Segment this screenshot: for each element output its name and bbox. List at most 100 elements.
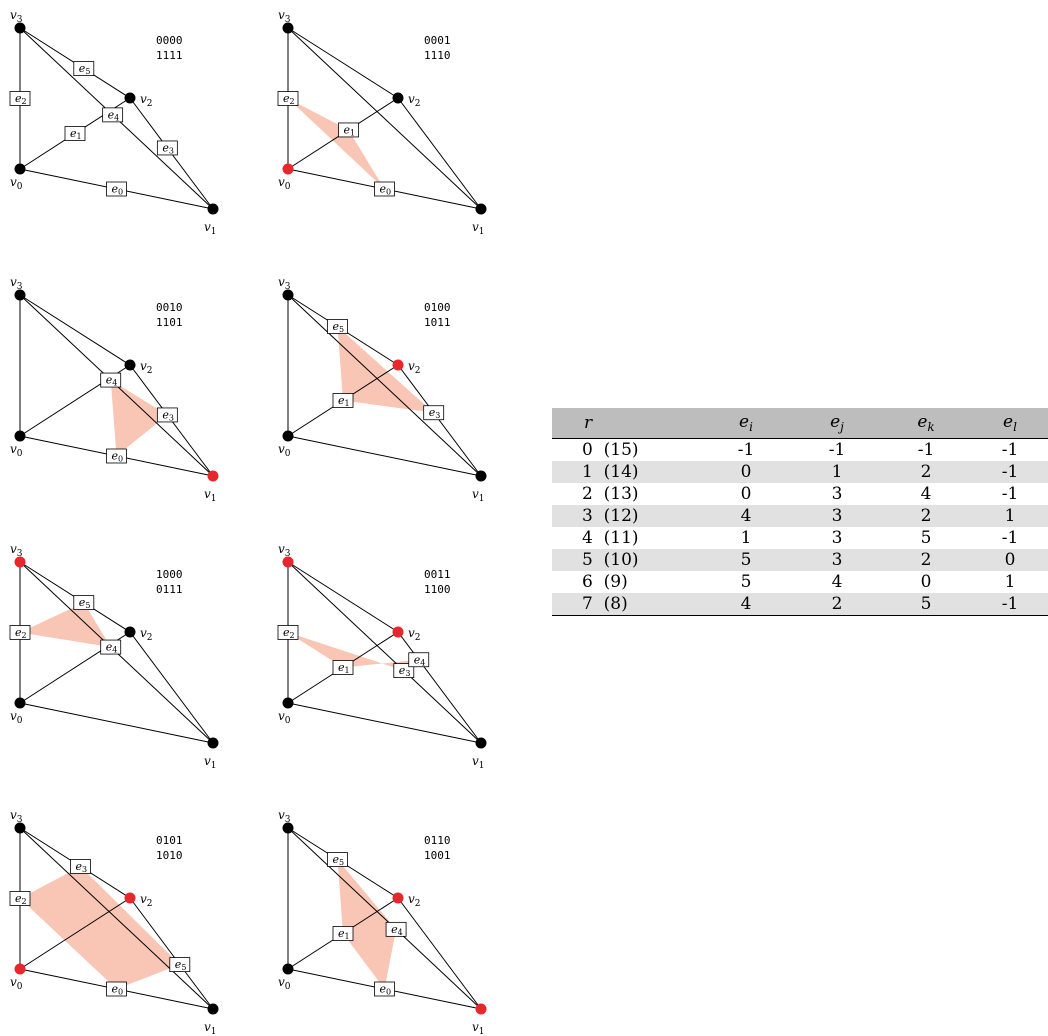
edge-label-e3: e3 (156, 407, 178, 422)
vertex-v3 (14, 22, 26, 34)
vertex-label-v1: v1 (472, 1020, 485, 1036)
isosurface-polygon (337, 326, 434, 413)
vertex-label-v0: v0 (278, 709, 291, 726)
vertex-v1 (207, 737, 219, 749)
header-ei: ei (698, 408, 794, 439)
vertex-v2 (392, 92, 404, 104)
tetra-edge (397, 364, 482, 477)
vertex-v1 (207, 203, 219, 215)
vertex-label-v1: v1 (204, 1020, 217, 1036)
vertex-label-v2: v2 (408, 892, 421, 909)
bit-code: 0000 (156, 34, 183, 47)
table-cell: 2 (880, 549, 972, 571)
tetra-panel-6: e3 e2 e5 e0 v3 v0 v2 v1 0101 1010 (9, 808, 219, 1036)
edge-label-e2: e2 (277, 625, 299, 640)
vertex-v2 (124, 92, 136, 104)
table-row: 4 (11) 1 3 5 -1 (552, 527, 1048, 549)
vertex-label-v1: v1 (204, 754, 217, 771)
table-cell: 6 (9) (582, 572, 628, 592)
table-cell: -1 (828, 440, 846, 460)
vertex-v2 (392, 359, 404, 371)
edge-label-e3: e3 (70, 859, 91, 874)
svg-text:e5: e5 (175, 958, 187, 972)
table-cell: -1 (917, 440, 935, 460)
tetra-edge (19, 827, 214, 1010)
bit-code: 1001 (424, 849, 451, 862)
vertex-label-v3: v3 (10, 808, 23, 825)
bit-code: 0001 (424, 34, 451, 47)
vertex-v2 (124, 359, 136, 371)
table-cell: -1 (972, 593, 1048, 616)
edge-label-e5: e5 (327, 319, 348, 334)
svg-text:e5: e5 (333, 320, 345, 334)
vertex-label-v1: v1 (472, 220, 485, 237)
bit-code: 0111 (156, 583, 183, 596)
bit-code: 1010 (156, 849, 183, 862)
tetra-panel-7: e5 e1 e4 e0 v3 v0 v2 v1 0110 1001 (278, 808, 487, 1036)
vertex-label-v0: v0 (10, 709, 23, 726)
svg-text:e0: e0 (380, 983, 392, 997)
table-cell: 3 (794, 505, 880, 527)
vertex-label-v1: v1 (472, 754, 485, 771)
table-row: 3 (12) 4 3 2 1 (552, 505, 1048, 527)
vertex-v0 (282, 697, 294, 709)
tetra-edge (287, 27, 482, 210)
svg-text:e2: e2 (283, 92, 295, 106)
svg-text:e3: e3 (162, 408, 174, 422)
vertex-label-v0: v0 (10, 975, 23, 992)
table-row: 0 (15) -1 -1 -1 -1 (552, 439, 1048, 462)
table-cell: 5 (920, 528, 932, 548)
vertex-label-v2: v2 (140, 359, 153, 376)
table-cell: 1 (794, 461, 880, 483)
vertex-label-v3: v3 (278, 275, 291, 292)
case-table-grid: r ei ej ek el 0 (15) -1 -1 -1 -1 1 (14) 0 1 2 -1 2… (552, 408, 1048, 616)
svg-text:e4: e4 (108, 108, 120, 122)
header-ej: ej (794, 408, 880, 439)
svg-text:e4: e4 (106, 641, 118, 655)
vertex-label-v3: v3 (10, 8, 23, 25)
table-cell: 3 (794, 549, 880, 571)
table-cell: 5 (880, 593, 972, 616)
table-cell: 4 (920, 484, 932, 504)
tetra-panel-4: e5 e2 e4 v3 v0 v2 v1 1000 0111 (9, 542, 219, 771)
table-cell: 4 (698, 593, 794, 616)
table-row: 6 (9) 5 4 0 1 (552, 571, 1048, 593)
vertex-v2 (392, 892, 404, 904)
header-el: el (972, 408, 1048, 439)
bit-code: 1011 (424, 316, 451, 329)
vertex-v3 (14, 556, 26, 568)
bit-code: 0011 (424, 568, 451, 581)
vertex-v0 (282, 430, 294, 442)
edge-label-e0: e0 (106, 181, 127, 197)
edge-label-e0: e0 (106, 981, 127, 997)
table-cell: 4 (831, 572, 843, 592)
tetra-edge (19, 897, 131, 970)
tetra-edge (129, 897, 214, 1010)
edge-label-e1: e1 (332, 393, 354, 408)
table-cell: 5 (740, 572, 752, 592)
vertex-v0 (282, 963, 294, 975)
tetra-edge (287, 561, 482, 744)
table-cell: -1 (1001, 440, 1019, 460)
isosurface-polygon (20, 602, 111, 648)
bit-code: 1110 (424, 49, 451, 62)
tetra-edge (287, 435, 482, 477)
tetra-panel-0: e5 e2 e1 e4 e3 e0 v3 v0 v2 v1 0000 1111 (9, 8, 219, 237)
edge-label-e0: e0 (374, 981, 395, 997)
bit-code: 0101 (156, 834, 183, 847)
vertex-v1 (207, 470, 219, 482)
isosurface-polygon (110, 380, 168, 456)
header-ek: ek (880, 408, 972, 439)
vertex-label-v0: v0 (278, 175, 291, 192)
bit-code: 1111 (156, 49, 183, 62)
vertex-v0 (282, 163, 294, 175)
tetra-edge (287, 702, 482, 744)
table-cell: 1 (740, 528, 752, 548)
vertex-label-v2: v2 (408, 626, 421, 643)
table-row: 2 (13) 0 3 4 -1 (552, 483, 1048, 505)
edge-label-e5: e5 (327, 852, 348, 867)
svg-text:e3: e3 (429, 406, 441, 420)
edge-label-e1: e1 (338, 122, 359, 137)
bit-code: 1100 (424, 583, 451, 596)
vertex-v1 (207, 1003, 219, 1015)
